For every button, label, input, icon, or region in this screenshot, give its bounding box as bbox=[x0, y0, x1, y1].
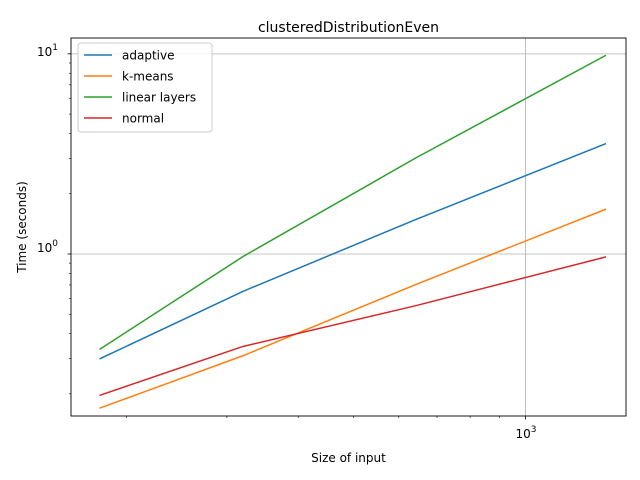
legend: adaptive k-means linear layers normal bbox=[77, 42, 213, 133]
chart-title: clusteredDistributionEven bbox=[258, 20, 439, 36]
plot-frame bbox=[70, 37, 627, 417]
legend-label-normal: normal bbox=[122, 112, 164, 126]
axis-ticks bbox=[67, 53, 526, 420]
x-tick-label-1000: 103 bbox=[515, 425, 536, 441]
series-line-linear-layers bbox=[99, 54, 607, 351]
legend-box bbox=[77, 42, 213, 133]
y-tick-label-10: 101 bbox=[37, 43, 58, 59]
x-axis-label: Size of input bbox=[311, 451, 386, 465]
y-tick-label-1: 100 bbox=[37, 239, 58, 255]
series-line-k-means bbox=[99, 208, 607, 409]
legend-label-linear-layers: linear layers bbox=[122, 91, 196, 105]
series-line-adaptive bbox=[99, 142, 607, 360]
series-lines bbox=[99, 54, 607, 409]
series-line-normal bbox=[99, 256, 607, 397]
legend-label-adaptive: adaptive bbox=[122, 49, 174, 63]
legend-label-k-means: k-means bbox=[122, 70, 174, 84]
y-axis-label: Time (seconds) bbox=[15, 181, 29, 274]
